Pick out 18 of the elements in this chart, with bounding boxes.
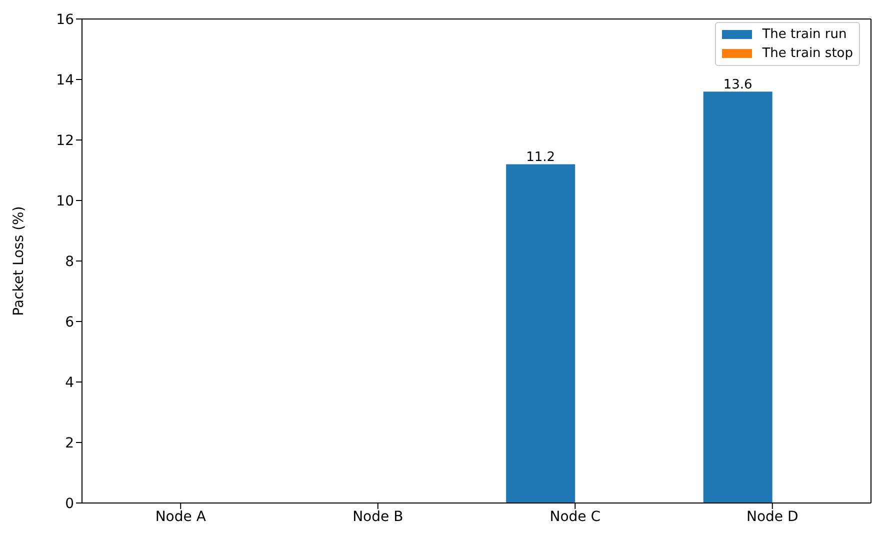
x-tick-label: Node C <box>550 508 601 525</box>
y-tick-label: 6 <box>65 314 74 330</box>
y-tick-label: 14 <box>56 72 74 88</box>
y-tick-label: 10 <box>56 193 74 210</box>
data-label: 11.2 <box>526 150 556 166</box>
x-tick-label: Node A <box>155 508 206 525</box>
y-tick-label: 8 <box>65 254 74 270</box>
data-label: 13.6 <box>723 78 752 93</box>
y-tick-label: 16 <box>56 12 74 28</box>
y-tick-label: 4 <box>65 374 74 391</box>
legend-label: The train run <box>762 27 847 42</box>
y-tick-label: 2 <box>65 435 74 452</box>
y-tick-label: 12 <box>56 132 74 149</box>
y-axis-title: Packet Loss (%) <box>10 206 27 316</box>
x-tick-label: Node B <box>352 508 404 525</box>
x-tick-label: Node D <box>746 508 798 525</box>
y-tick-label: 0 <box>65 496 74 512</box>
legend-label: The train stop <box>762 46 853 61</box>
